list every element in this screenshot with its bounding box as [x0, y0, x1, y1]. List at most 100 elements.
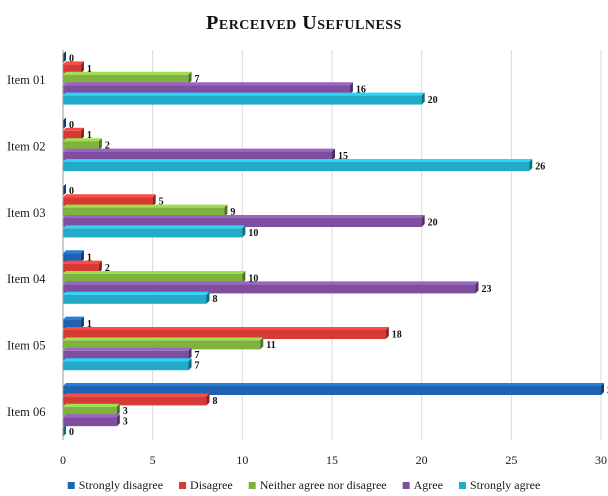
bar [63, 316, 84, 329]
bar [63, 71, 192, 84]
legend: Strongly disagree Disagree Neither agree n… [67, 478, 540, 492]
bar-front-face [63, 284, 476, 294]
legend-label: Agree [414, 478, 443, 492]
bar-front-face [63, 151, 332, 161]
bar-end-cap [63, 51, 66, 63]
data-label: 20 [428, 217, 438, 228]
bar-front-face [63, 228, 243, 238]
bar [63, 225, 246, 238]
bar-front-face [63, 95, 422, 105]
bar [63, 92, 425, 105]
bar-top-face [63, 148, 335, 152]
data-label: 20 [428, 95, 438, 106]
bar [63, 414, 120, 427]
data-label: 3 [123, 417, 128, 428]
bar-end-cap [116, 414, 120, 427]
bar-front-face [63, 162, 530, 171]
bars [63, 51, 604, 437]
data-label: 7 [195, 361, 200, 372]
category-label: Item 05 [7, 339, 46, 353]
data-label: 1 [87, 319, 92, 330]
bar-end-cap [349, 82, 353, 95]
data-label: 10 [248, 228, 258, 239]
bar [63, 403, 120, 416]
bar-end-cap [601, 383, 604, 395]
x-tick-label: 15 [326, 453, 338, 467]
bar [63, 260, 102, 273]
bar-end-cap [332, 148, 335, 161]
bar [63, 82, 353, 95]
category-label: Item 01 [7, 73, 46, 87]
bar-top-face [63, 414, 120, 418]
bar-top-face [63, 92, 425, 96]
legend-label: Neither agree nor disagree [260, 478, 387, 492]
legend-item: Strongly agree [458, 478, 540, 492]
x-tick-label: 25 [505, 453, 517, 467]
bar-front-face [63, 386, 601, 395]
data-label: 5 [159, 197, 164, 208]
legend-swatch [179, 482, 187, 489]
bar-front-face [63, 263, 99, 273]
bar-top-face [63, 215, 425, 218]
bar-top-face [63, 383, 604, 386]
bar-top-face [63, 127, 84, 131]
data-label: 2 [105, 263, 110, 274]
bar [63, 204, 228, 217]
data-label: 2 [105, 141, 110, 152]
bar-end-cap [80, 127, 84, 140]
bar [63, 61, 84, 74]
bar-end-cap [152, 194, 156, 207]
bar-top-face [63, 194, 156, 198]
bar-top-face [63, 358, 192, 362]
data-label: 0 [69, 53, 74, 64]
data-label: 1 [87, 253, 92, 264]
data-label: 9 [230, 207, 235, 218]
data-label: 10 [248, 273, 258, 284]
legend-item: Disagree [179, 478, 233, 492]
bar-end-cap [63, 117, 66, 130]
x-tick-label: 30 [595, 453, 607, 467]
x-tick-label: 0 [60, 453, 66, 467]
bar-end-cap [242, 271, 246, 283]
legend-label: Strongly agree [470, 478, 540, 492]
bar-end-cap [529, 159, 533, 171]
bar [63, 337, 264, 350]
bar [63, 127, 84, 140]
data-label: 7 [195, 350, 200, 361]
bar-end-cap [224, 204, 228, 217]
bar-front-face [63, 396, 207, 406]
bar [63, 215, 425, 227]
bar-end-cap [188, 347, 192, 360]
category-label: Item 02 [7, 139, 46, 153]
bar [63, 271, 246, 283]
bar-end-cap [475, 281, 479, 294]
bar-top-face [63, 281, 479, 285]
bar [63, 250, 84, 263]
bar-front-face [63, 130, 81, 140]
bar [63, 183, 66, 196]
bar [63, 347, 192, 360]
bar-front-face [63, 294, 207, 304]
bar-top-face [63, 159, 533, 162]
bar-front-face [63, 141, 99, 151]
bar-end-cap [206, 393, 210, 406]
bar-top-face [63, 291, 210, 295]
bar-front-face [63, 197, 153, 207]
bar-top-face [63, 204, 228, 208]
bar-front-face [63, 85, 350, 95]
legend-item: Neither agree nor disagree [248, 478, 387, 492]
bar-end-cap [80, 250, 84, 263]
bar-end-cap [80, 61, 84, 74]
bar [63, 358, 192, 371]
bar-front-face [63, 319, 81, 329]
bar-top-face [63, 71, 192, 75]
legend-label: Strongly disagree [79, 478, 163, 492]
category-label: Item 06 [7, 405, 46, 419]
bar [63, 148, 335, 161]
data-label: 1 [87, 64, 92, 75]
legend-swatch [67, 482, 75, 489]
chart-title: Perceived Usefulness [206, 12, 402, 34]
data-label: 0 [69, 120, 74, 131]
